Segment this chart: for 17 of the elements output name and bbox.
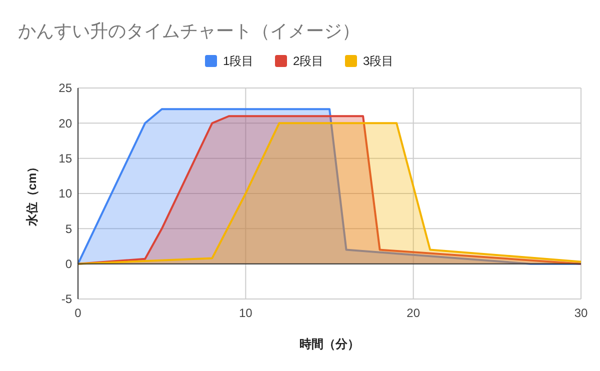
- y-tick-label: 20: [58, 116, 72, 130]
- y-tick-label: 25: [58, 81, 72, 96]
- x-tick-label: 10: [238, 306, 253, 320]
- y-tick-label: 0: [65, 257, 72, 272]
- chart-title: かんすい升のタイムチャート（イメージ）: [18, 21, 360, 41]
- y-axis-title: 水位（cm）: [25, 160, 39, 228]
- x-tick-label: 20: [406, 306, 420, 320]
- x-tick-label: 30: [574, 306, 588, 320]
- x-axis-title: 時間（分）: [300, 337, 360, 351]
- legend-label: 1段目: [223, 54, 254, 68]
- y-tick-label: 10: [58, 186, 72, 201]
- legend-label: 3段目: [363, 54, 394, 68]
- x-tick-label: 0: [74, 306, 82, 320]
- legend-label: 2段目: [293, 54, 324, 68]
- y-tick-label: -5: [61, 292, 72, 306]
- y-tick-label: 15: [58, 152, 72, 166]
- y-tick-label: 5: [65, 222, 72, 236]
